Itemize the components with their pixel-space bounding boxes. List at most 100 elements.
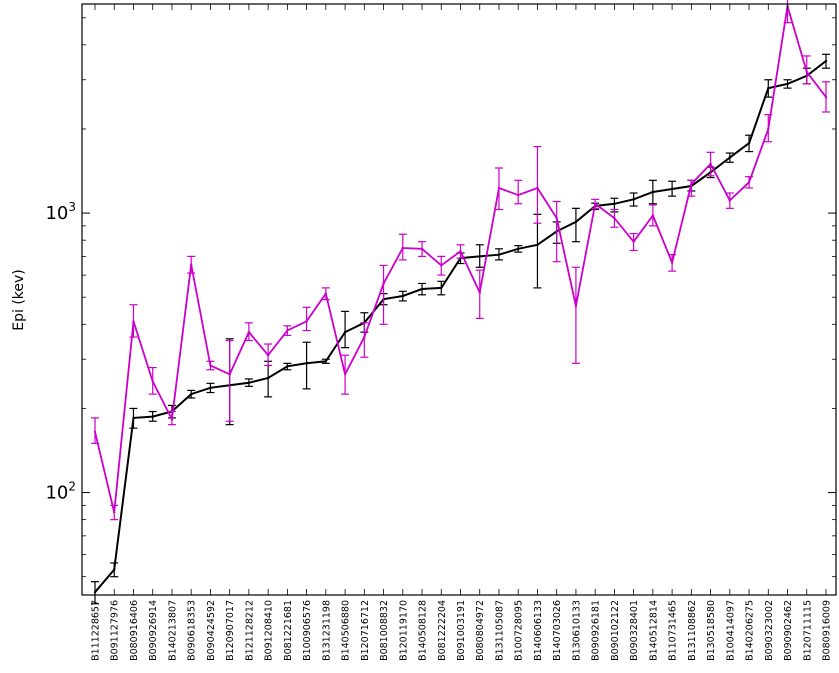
x-tick-label: B140703026	[552, 600, 563, 661]
data-point	[113, 511, 116, 514]
data-point	[728, 156, 732, 159]
error-bar	[802, 55, 811, 85]
data-point	[266, 376, 270, 380]
x-tick-label: B120711115	[802, 600, 813, 661]
x-tick-label: B081221681	[283, 600, 294, 661]
x-tick-label: B100414097	[725, 600, 736, 661]
error-bar	[379, 264, 388, 325]
data-point	[459, 250, 462, 253]
data-point	[305, 320, 308, 323]
data-point	[382, 282, 385, 285]
x-tick-label: B090926181	[591, 600, 602, 661]
x-tick-label: B081008832	[379, 600, 390, 661]
data-point	[228, 373, 231, 376]
data-point	[151, 380, 154, 383]
data-point	[401, 294, 404, 298]
data-point	[247, 330, 251, 334]
data-point	[420, 287, 424, 291]
data-point	[651, 214, 655, 217]
x-tick-label: B090618353	[187, 600, 198, 661]
data-point	[420, 247, 424, 251]
error-bar	[302, 306, 311, 332]
data-point	[343, 373, 347, 376]
error-bar	[514, 179, 523, 205]
error-bar	[475, 269, 484, 319]
data-point	[286, 329, 289, 332]
x-tick-label: B100906576	[302, 600, 313, 661]
x-tick-label: B080916009	[822, 600, 833, 661]
x-tick-label: B090424592	[206, 600, 217, 661]
data-point	[632, 240, 635, 243]
x-tick-label: B100728095	[514, 600, 525, 661]
data-point	[170, 418, 174, 421]
data-point	[786, 82, 789, 86]
data-point	[478, 255, 481, 258]
error-bar	[783, 0, 792, 24]
x-tick-label: B131231198	[321, 600, 332, 661]
data-point	[93, 430, 97, 433]
series-1	[91, 0, 830, 521]
x-tick-label: B121128212	[244, 600, 255, 661]
data-point	[324, 360, 328, 363]
y-axis-label: Epi (kev)	[11, 269, 27, 331]
data-point	[247, 381, 251, 385]
data-point	[305, 362, 308, 365]
data-point	[497, 186, 501, 190]
data-point	[497, 253, 501, 256]
x-tick-label: B091003191	[456, 600, 467, 661]
x-tick-label: B131105087	[495, 600, 506, 661]
x-tick-label: B140512814	[648, 600, 659, 661]
data-point	[286, 365, 289, 368]
data-point	[670, 261, 674, 264]
x-tick-label: B081222204	[437, 600, 448, 661]
data-point	[189, 263, 193, 266]
error-bar	[225, 339, 234, 422]
data-point	[440, 264, 443, 267]
error-bar	[571, 207, 580, 243]
data-point	[209, 386, 212, 390]
error-bar	[571, 266, 580, 364]
plot-area	[82, 4, 836, 595]
data-point	[517, 247, 520, 251]
data-point	[536, 243, 539, 247]
data-point	[266, 354, 270, 357]
data-point	[613, 216, 616, 220]
data-point	[670, 187, 674, 191]
x-tick-label: B140206275	[745, 600, 756, 661]
error-bar	[533, 145, 542, 224]
y-tick-label: 102	[45, 480, 76, 504]
y-tick-label: 103	[45, 200, 76, 224]
x-tick-label: B090323002	[764, 600, 775, 661]
data-point	[728, 199, 732, 202]
data-point	[363, 335, 366, 339]
data-point	[478, 291, 481, 294]
x-tick-label: B130518580	[706, 600, 717, 661]
data-point	[574, 304, 578, 308]
data-point	[343, 330, 347, 334]
data-point	[324, 292, 328, 295]
x-tick-label: B120716712	[360, 600, 371, 661]
data-point	[593, 202, 597, 205]
x-tick-label: B080916406	[129, 600, 140, 661]
data-point	[767, 86, 770, 90]
plot-background	[82, 4, 836, 595]
data-point	[651, 190, 655, 194]
data-point	[151, 415, 154, 418]
data-point	[132, 320, 135, 323]
data-point	[632, 198, 635, 201]
data-point	[440, 286, 443, 290]
data-point	[824, 95, 828, 99]
data-point	[613, 202, 616, 205]
series-layer	[91, 0, 830, 605]
data-point	[209, 364, 212, 367]
x-tick-label: B140508128	[418, 600, 429, 661]
data-point	[401, 246, 404, 250]
data-point	[189, 392, 193, 396]
data-point	[536, 186, 539, 190]
x-tick-label: B110731465	[668, 600, 679, 661]
x-tick-label: B090902462	[783, 600, 794, 661]
data-point	[767, 127, 770, 131]
error-bar	[341, 310, 350, 349]
data-point	[747, 180, 751, 184]
